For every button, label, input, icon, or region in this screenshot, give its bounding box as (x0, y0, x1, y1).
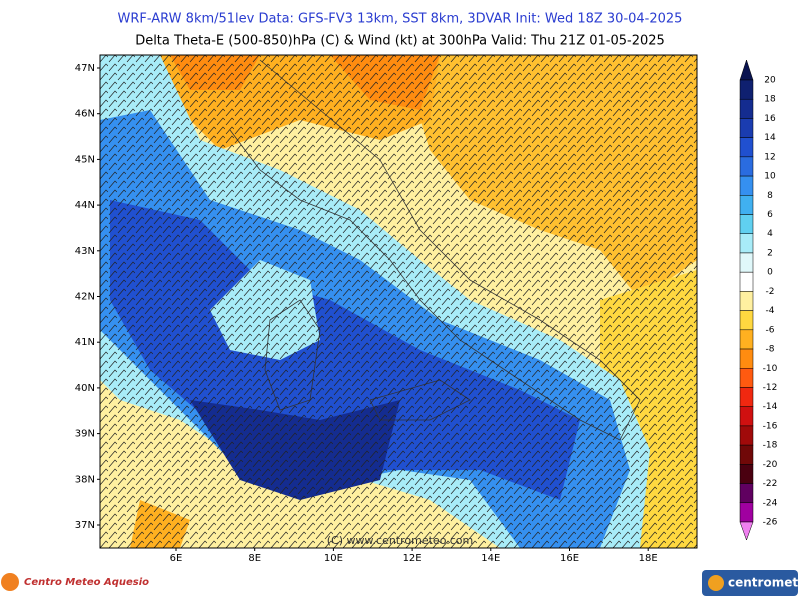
colorbar-label: -12 (763, 383, 778, 393)
colorbar-label: -14 (763, 402, 778, 412)
colorbar-label: -8 (766, 345, 775, 355)
colorbar-label: 20 (764, 76, 776, 86)
colorbar-label: 2 (767, 248, 773, 258)
colorbar-label: 14 (764, 133, 776, 143)
colorbar-band (739, 137, 754, 158)
colorbar-cap-bottom (739, 521, 754, 541)
colorbar-band (739, 483, 754, 504)
colorbar-band (739, 502, 754, 523)
lon-label: 10E (324, 553, 343, 564)
lat-label: 46N (75, 109, 95, 120)
colorbar-band (739, 214, 754, 234)
colorbar-band (739, 252, 754, 273)
header-line1: WRF-ARW 8km/51lev Data: GFS-FV3 13km, SS… (118, 12, 683, 27)
colorbar-label: 18 (764, 95, 776, 105)
colorbar-band (739, 444, 754, 465)
colorbar-label: -4 (766, 306, 775, 316)
map-field (100, 55, 697, 548)
colorbar-label: -18 (763, 441, 778, 451)
colorbar-band (739, 425, 754, 446)
header-line2: Delta Theta-E (500-850)hPa (C) & Wind (k… (135, 34, 665, 49)
colorbar-label: 10 (764, 172, 776, 182)
lat-label: 43N (75, 246, 95, 257)
left-logo-text: Centro Meteo Aquesio (24, 577, 149, 588)
footer: Centro Meteo Aquesio centrometeo (1, 570, 800, 596)
colorbar-label: 16 (764, 114, 776, 124)
colorbar-band (739, 464, 754, 484)
colorbar-band (739, 348, 754, 369)
right-logo-box (702, 570, 798, 596)
colorbar-label: -20 (763, 460, 778, 470)
lon-label: 18E (639, 553, 658, 564)
watermark: (C) www.centrometeo.com (327, 534, 473, 547)
colorbar-label: -10 (763, 364, 778, 374)
colorbar-label: -2 (766, 287, 775, 297)
lat-label: 37N (75, 520, 95, 531)
lon-label: 12E (403, 553, 422, 564)
colorbar-band (739, 175, 754, 196)
colorbar-band (739, 329, 754, 350)
colorbar-label: -6 (766, 325, 775, 335)
colorbar-band (739, 310, 754, 331)
colorbar-label: 8 (767, 191, 773, 201)
colorbar-label: -24 (763, 498, 778, 508)
colorbar-band (739, 195, 754, 215)
lon-label: 14E (481, 553, 500, 564)
colorbar-label: -16 (763, 421, 778, 431)
colorbar-band (739, 387, 754, 407)
colorbar-cap-top (739, 59, 754, 81)
lon-label: 16E (560, 553, 579, 564)
lat-label: 39N (75, 429, 95, 440)
lat-label: 38N (75, 474, 95, 485)
map-frame (99, 54, 698, 549)
colorbar-band (739, 156, 754, 177)
colorbar-band (739, 368, 754, 388)
colorbar-label: -26 (763, 518, 778, 528)
colorbar-label: 0 (767, 268, 773, 278)
colorbar-band (739, 291, 754, 311)
colorbar-band (739, 233, 754, 254)
lon-label: 8E (248, 553, 261, 564)
colorbar-band (739, 118, 754, 138)
colorbar-label: -22 (763, 479, 778, 489)
right-logo-text: centrometeo (728, 576, 800, 590)
lat-label: 44N (75, 200, 95, 211)
colorbar-label: 12 (764, 152, 775, 162)
colorbar-label: 6 (767, 210, 773, 220)
colorbar-band (739, 271, 754, 292)
colorbar-band (739, 406, 754, 427)
right-logo-icon (708, 575, 724, 591)
lat-label: 42N (75, 292, 95, 303)
lat-label: 41N (75, 337, 95, 348)
colorbar-band (739, 79, 754, 100)
colorbar: 20181614121086420-2-4-6-8-10-12-14-16-18… (739, 59, 778, 541)
left-logo-icon (1, 573, 19, 591)
lat-label: 40N (75, 383, 95, 394)
lat-label: 45N (75, 154, 95, 165)
lat-label: 47N (75, 63, 95, 74)
colorbar-band (739, 98, 754, 119)
axis-labels: 47N 46N 45N 44N 43N 42N 41N 40N 39N 38N 37N 6E 8E 10E… (75, 63, 658, 564)
colorbar-label: 4 (767, 229, 773, 239)
lon-label: 6E (170, 553, 183, 564)
